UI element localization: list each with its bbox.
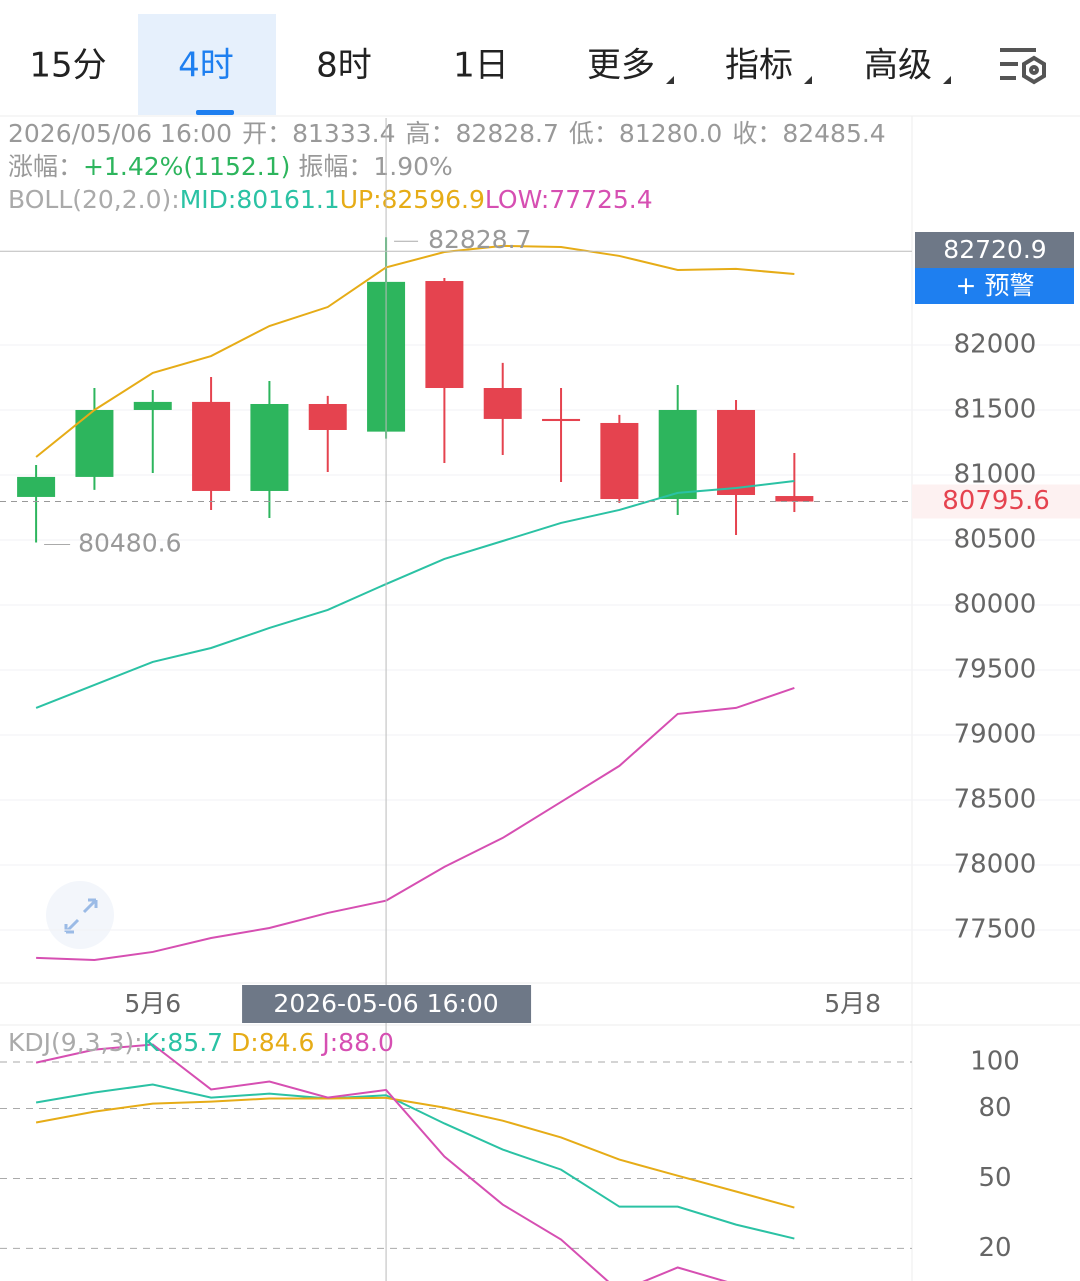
info-value: 1.90% bbox=[373, 152, 452, 181]
y-tick-label: 50 bbox=[978, 1163, 1011, 1193]
boll-line bbox=[35, 244, 795, 458]
y-tick-label: 20 bbox=[978, 1233, 1011, 1263]
candle-body bbox=[250, 403, 289, 491]
info-line: BOLL(20,2.0):MID:80161.1UP:82596.9LOW:77… bbox=[8, 185, 653, 214]
info-line: 涨幅：+1.42%(1152.1) 振幅：1.90% bbox=[8, 152, 453, 181]
y-tick-label: 78000 bbox=[954, 849, 1037, 879]
tab[interactable]: 指标 bbox=[725, 46, 793, 86]
legend-entry: MID:80161.1 bbox=[180, 185, 340, 214]
tab[interactable]: 高级 bbox=[864, 46, 932, 86]
candle-body bbox=[717, 409, 756, 495]
candle-body bbox=[308, 403, 347, 430]
expand-button[interactable] bbox=[46, 881, 114, 949]
y-tick-label: 79000 bbox=[954, 719, 1037, 749]
candle-body bbox=[192, 401, 231, 491]
max-label: 82828.7 bbox=[428, 225, 531, 254]
info-value: +1.42%(1152.1) bbox=[83, 152, 290, 181]
info-label: 收： bbox=[732, 119, 782, 148]
x-tick-label: 5月6 bbox=[124, 989, 181, 1018]
legend-entry: LOW:77725.4 bbox=[485, 185, 653, 214]
legend-entry: D:84.6 bbox=[231, 1028, 314, 1057]
y-tick-label: 78500 bbox=[954, 784, 1037, 814]
info-label: 涨幅： bbox=[8, 152, 83, 181]
kdj-line bbox=[35, 1083, 795, 1240]
info-time: 2026/05/06 16:00 bbox=[8, 119, 232, 148]
dropdown-arrow bbox=[666, 76, 674, 84]
y-tick-label: 81500 bbox=[954, 394, 1037, 424]
candle-body bbox=[483, 388, 522, 419]
candle-body bbox=[542, 418, 581, 422]
info-label: 低： bbox=[569, 119, 619, 148]
info-value: 82828.7 bbox=[456, 119, 559, 148]
alert-button[interactable]: + 预警 bbox=[956, 271, 1035, 300]
info-value: 81280.0 bbox=[619, 119, 722, 148]
y-tick-label: 81000 bbox=[954, 459, 1037, 489]
crosshair-time: 2026-05-06 16:00 bbox=[273, 989, 498, 1018]
y-tick-label: 80 bbox=[978, 1093, 1011, 1123]
info-value: 81333.4 bbox=[292, 119, 395, 148]
settings-icon[interactable] bbox=[1000, 48, 1046, 85]
x-tick-label: 5月8 bbox=[824, 989, 881, 1018]
tab[interactable]: 4时 bbox=[178, 46, 234, 86]
legend-entry: J:88.0 bbox=[320, 1028, 393, 1057]
legend-entry: UP:82596.9 bbox=[340, 185, 485, 214]
kdj-legend: KDJ(9,3,3):K:85.7 D:84.6 J:88.0 bbox=[8, 1028, 394, 1057]
crosshair-price: 82720.9 bbox=[943, 235, 1046, 264]
tab[interactable]: 1日 bbox=[453, 46, 509, 86]
dropdown-arrow bbox=[943, 76, 951, 84]
boll-line bbox=[36, 686, 795, 961]
info-line: 2026/05/06 16:00 开：81333.4 高：82828.7 低：8128… bbox=[8, 119, 886, 148]
y-tick-label: 82000 bbox=[954, 329, 1037, 359]
last-price-label: 80795.6 bbox=[942, 486, 1050, 516]
last-price-bg bbox=[912, 484, 1080, 519]
alert-button-bg[interactable] bbox=[915, 268, 1074, 304]
main-plot bbox=[17, 237, 814, 961]
tab-selected-bg bbox=[138, 14, 276, 115]
kdj-plot bbox=[35, 1043, 795, 1281]
crosshair-time-bg bbox=[242, 985, 532, 1023]
y-tick-label: 80500 bbox=[954, 524, 1037, 554]
info-label: 开： bbox=[242, 119, 292, 148]
y-tick-label: 77500 bbox=[954, 914, 1037, 944]
y-tick-label: 100 bbox=[970, 1046, 1020, 1076]
candle-body bbox=[17, 476, 56, 497]
legend-entry: K:85.7 bbox=[143, 1028, 223, 1057]
tab[interactable]: 更多 bbox=[587, 46, 655, 86]
y-tick-label: 80000 bbox=[954, 589, 1037, 619]
tab[interactable]: 8时 bbox=[316, 46, 372, 86]
boll-line bbox=[35, 479, 795, 709]
y-tick-label: 79500 bbox=[954, 654, 1037, 684]
min-label: 80480.6 bbox=[78, 528, 181, 557]
candle-body bbox=[425, 281, 464, 389]
crosshair-price-bg bbox=[915, 232, 1074, 268]
candle-body bbox=[775, 496, 814, 502]
kdj-line bbox=[35, 1096, 795, 1209]
info-label: 高： bbox=[406, 119, 456, 148]
info-label: 振幅： bbox=[298, 152, 373, 181]
dropdown-arrow bbox=[804, 76, 812, 84]
candle-body bbox=[658, 409, 697, 500]
candle-body bbox=[133, 401, 172, 410]
indicator-label: BOLL(20,2.0): bbox=[8, 185, 180, 214]
tab[interactable]: 15分 bbox=[29, 46, 106, 86]
info-value: 82485.4 bbox=[782, 119, 885, 148]
tab-indicator bbox=[196, 110, 234, 115]
indicator-label: KDJ(9,3,3): bbox=[8, 1028, 143, 1057]
kdj-line bbox=[35, 1043, 728, 1281]
candle-body bbox=[600, 422, 639, 500]
